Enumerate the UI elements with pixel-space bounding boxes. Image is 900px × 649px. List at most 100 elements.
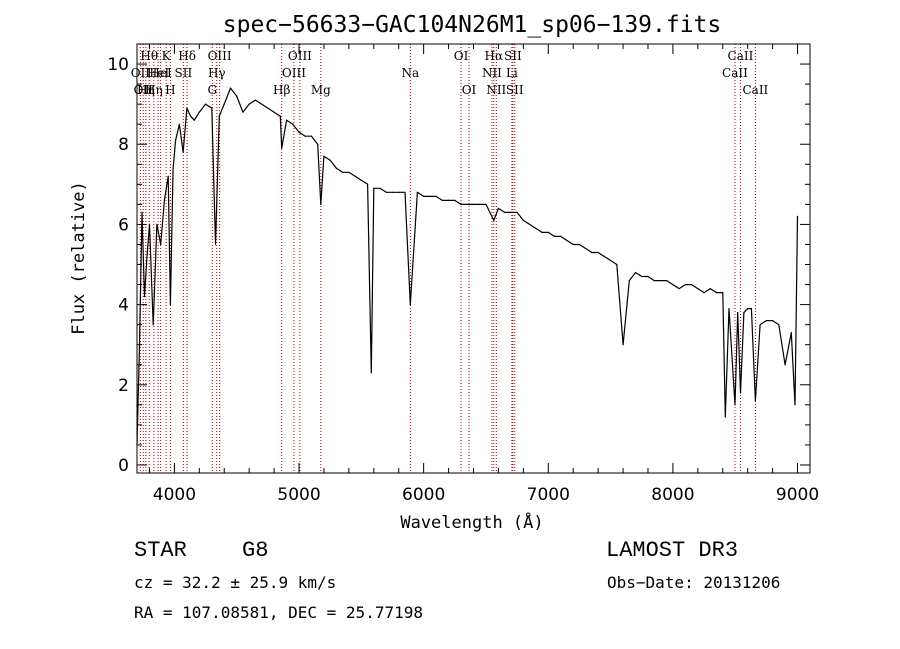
spectrum-data-point [310, 135, 313, 137]
spectral-line-label: SII [175, 66, 193, 80]
spectrum-data-point [794, 404, 796, 406]
spectrum-data-point [373, 187, 375, 189]
spectrum-data-point [143, 296, 146, 298]
x-tick-label: 5000 [277, 485, 320, 505]
spectrum-data-point [267, 107, 269, 109]
spectral-line-label: OIII [282, 66, 306, 80]
spectrum-data-point [454, 199, 456, 201]
spectral-line-label: Hγ [208, 66, 226, 80]
spectrum-data-point [152, 324, 154, 326]
y-tick-label: 0 [118, 456, 129, 476]
spectrum-data-point [616, 263, 618, 266]
spectrum-data-point [743, 312, 745, 314]
y-tick-label: 2 [118, 376, 129, 396]
spectrum-data-point [560, 235, 562, 237]
spectrum-data-point [323, 155, 325, 157]
spectrum-data-point [175, 139, 177, 141]
spectrum-data-point [214, 243, 217, 246]
spectrum-data-point [348, 171, 350, 173]
spectrum-data-point [229, 87, 232, 89]
spectral-line-label: Na [401, 66, 419, 80]
spectrum-data-point [435, 195, 437, 197]
spectrum-data-point [653, 280, 655, 282]
spectrum-data-point [248, 103, 250, 105]
spectrum-data-point [398, 191, 400, 193]
emission-lines-group [139, 44, 756, 473]
spectrum-data-point [622, 344, 624, 346]
spectrum-data-point [379, 187, 381, 189]
spectrum-data-point [715, 292, 718, 294]
spectrum-data-point [178, 123, 180, 125]
spectrum-data-point [242, 111, 244, 113]
spectrum-data-point [485, 203, 487, 205]
spectrum-data-point [254, 99, 256, 101]
spectrum-data-point [354, 175, 356, 177]
spectrum-data-point [186, 107, 188, 109]
spectrum-data-point [647, 275, 649, 278]
spectrum-data-point [535, 227, 537, 229]
spectrum-data-point [778, 324, 780, 326]
spectral-line-label: Hθ [140, 49, 158, 63]
spectrum-data-point [703, 292, 705, 294]
spectrum-data-point [367, 183, 369, 185]
spectrum-data-point [510, 211, 512, 213]
spectrum-data-point [261, 103, 263, 105]
spectrum-data-point [553, 235, 556, 237]
observation-date: Obs−Date: 20131206 [607, 573, 781, 592]
spectrum-data-point [790, 332, 792, 334]
spectrum-data-point [747, 308, 749, 310]
y-axis-label: Flux (relative) [69, 181, 89, 335]
x-tick-label: 6000 [402, 485, 445, 505]
spectrum-data-point [292, 123, 294, 125]
spectrum-data-point [370, 372, 372, 374]
survey-name: LAMOST DR3 [606, 538, 739, 563]
spectrum-data-point [641, 275, 643, 278]
spectrum-data-point [409, 304, 411, 306]
spectrum-data-point [737, 312, 739, 314]
spectral-line-label: OIII [208, 49, 232, 63]
spectrum-data-point [218, 115, 220, 117]
spectrum-series-line [136, 87, 799, 445]
spectral-line-label: SII [506, 83, 524, 97]
spectrum-data-point [335, 167, 337, 169]
spectrum-data-point [734, 404, 736, 406]
spectrum-data-point [156, 223, 158, 225]
spectrum-data-point [141, 211, 143, 213]
spectrum-data-point [724, 416, 726, 418]
spectrum-data-point [163, 199, 165, 201]
object-subclass: G8 [242, 538, 269, 563]
spectrum-data-point [304, 135, 306, 137]
spectrum-data-point [281, 147, 283, 149]
spectrum-data-point [497, 207, 499, 209]
spectrum-data-point [172, 167, 174, 169]
spectrum-data-point [416, 191, 418, 193]
spectrum-data-point [585, 247, 587, 250]
spectral-line-label: NII [482, 66, 502, 80]
spectrum-data-point [391, 191, 394, 193]
spectrum-data-point [169, 304, 171, 306]
spectral-line-label: OII [134, 83, 154, 97]
spectrum-data-point [522, 219, 525, 221]
spectral-line-label: CaII [728, 49, 754, 63]
spectral-line-label: Hδ [178, 49, 196, 63]
spectrum-data-point [211, 107, 213, 109]
spectral-line-label: K [162, 49, 172, 63]
spectrum-data-point [493, 219, 495, 221]
spectrum-data-point [193, 119, 195, 121]
line-labels-group: OIIOIIHηHθHηHeIHeIKHSIIHδGHγOIIIHβOIIIOI… [131, 49, 769, 97]
spectrum-data-point [423, 195, 425, 197]
y-tick-label: 6 [118, 215, 129, 235]
x-axis: 4000 5000 6000 7000 8000 9000 [148, 44, 819, 505]
spectral-line-label: Hη [145, 83, 163, 97]
spectrum-data-point [566, 239, 568, 242]
spectrum-data-point [460, 203, 462, 205]
spectrum-data-point [182, 151, 184, 153]
spectral-line-label: Hα [485, 49, 504, 63]
spectrum-data-point [472, 203, 475, 205]
spectrum-data-point [146, 255, 148, 258]
series-group [136, 87, 799, 446]
spectrum-data-point [784, 364, 786, 366]
spectrum-data-point [360, 179, 362, 181]
spectrum-data-point [198, 111, 200, 113]
chart-title: spec−56633−GAC104N26M1_sp06−139.fits [223, 12, 722, 38]
